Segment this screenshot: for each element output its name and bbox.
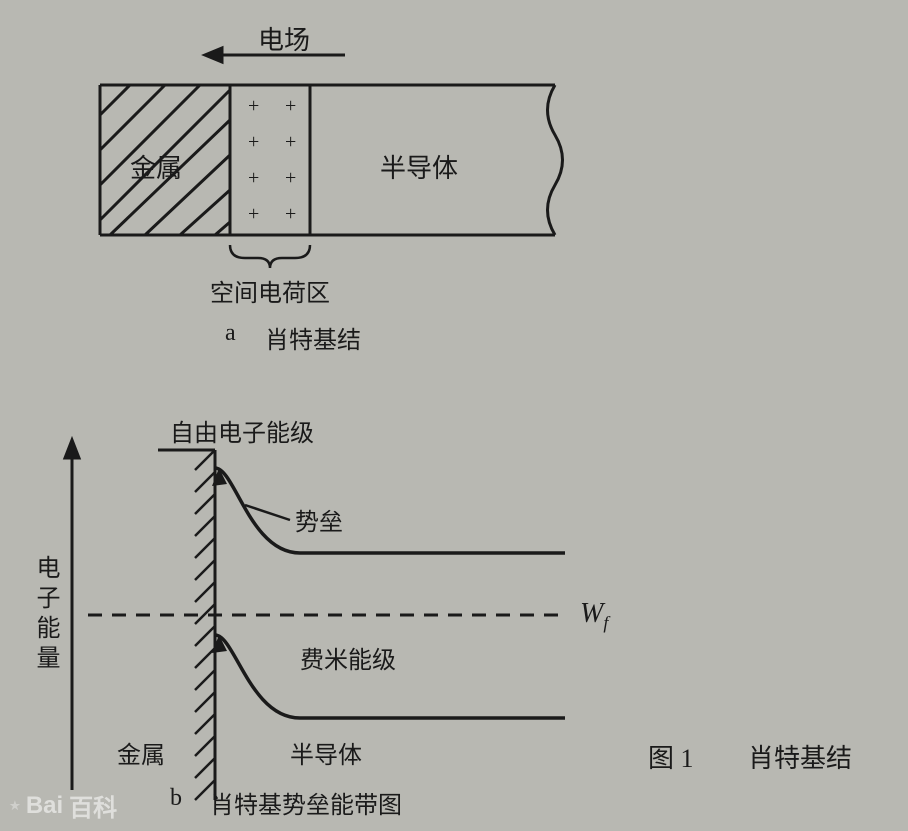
panel-b-title: 肖特基势垒能带图	[210, 785, 402, 820]
figure-caption-num: 图 1	[648, 738, 694, 775]
panel-b-id: b	[170, 785, 182, 812]
energy-axis-label: 电子能量	[28, 555, 63, 675]
energy-axis	[65, 440, 79, 790]
figure-caption-text: 肖特基结	[748, 738, 852, 775]
svg-text:+: +	[248, 203, 259, 225]
svg-text:+: +	[285, 131, 296, 153]
metal-label-a: 金属	[130, 148, 182, 185]
semiconductor-label-b: 半导体	[290, 735, 362, 770]
metal-label-b: 金属	[117, 735, 165, 770]
plus-symbols: + + + + + + + +	[248, 95, 296, 225]
svg-text:+: +	[285, 167, 296, 189]
svg-text:+: +	[248, 167, 259, 189]
barrier-label: 势垒	[295, 502, 343, 537]
vacuum-level-label: 自由电子能级	[170, 413, 314, 448]
panel-a-id: a	[225, 320, 236, 347]
semiconductor-label-a: 半导体	[380, 148, 458, 185]
fermi-level-label: 费米能级	[300, 640, 396, 675]
svg-text:+: +	[285, 95, 296, 117]
svg-text:+: +	[285, 203, 296, 225]
wf-label: Wf	[580, 598, 608, 634]
panel-a-title: 肖特基结	[265, 320, 361, 355]
paw-icon: ٭	[10, 795, 20, 816]
svg-text:+: +	[248, 95, 259, 117]
field-label: 电场	[258, 20, 310, 57]
space-charge-brace	[230, 245, 310, 268]
schottky-diagram: + + + + + + + +	[0, 0, 908, 831]
baidu-watermark: ٭ Bai 百科	[10, 788, 117, 823]
diagram-svg: + + + + + + + +	[0, 0, 908, 831]
space-charge-label: 空间电荷区	[210, 273, 330, 308]
svg-text:+: +	[248, 131, 259, 153]
interface-hatch	[195, 450, 215, 800]
